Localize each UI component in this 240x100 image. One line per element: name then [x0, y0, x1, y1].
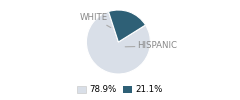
Text: HISPANIC: HISPANIC [125, 42, 178, 50]
Wedge shape [108, 10, 145, 42]
Legend: 78.9%, 21.1%: 78.9%, 21.1% [77, 86, 163, 94]
Wedge shape [86, 12, 150, 74]
Text: WHITE: WHITE [80, 14, 111, 28]
